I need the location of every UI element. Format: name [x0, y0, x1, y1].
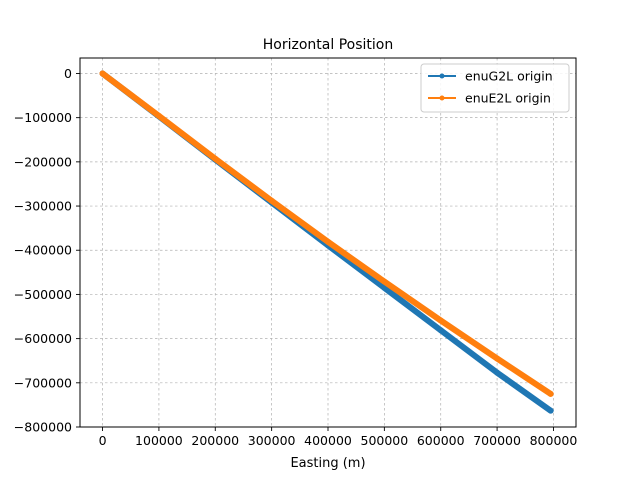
x-tick-label: 600000 — [417, 433, 465, 448]
legend-label-1: enuG2L origin — [465, 69, 553, 84]
series-layer — [99, 70, 554, 414]
series-2-point — [381, 278, 388, 285]
tick-layer: 0 100000 200000 300000 400000 500000 600000 700… — [14, 66, 578, 448]
x-tick-label: 300000 — [248, 433, 296, 448]
y-tick-label: 0 — [64, 66, 72, 81]
grid-layer — [80, 58, 576, 428]
x-tick-label: 400000 — [304, 433, 352, 448]
y-tick-label: −500000 — [14, 287, 72, 302]
series-2-point — [547, 390, 554, 397]
y-tick-label: −200000 — [14, 154, 72, 169]
series-2-point — [268, 197, 275, 204]
y-tick-label: −600000 — [14, 331, 72, 346]
series-2-point — [437, 317, 444, 324]
series-2-point — [99, 70, 106, 77]
x-tick-label: 200000 — [191, 433, 239, 448]
y-tick-label: −400000 — [14, 243, 72, 258]
series-1-point — [494, 369, 501, 376]
series-2-point — [212, 155, 219, 162]
legend-box — [420, 63, 570, 113]
y-tick-label: −700000 — [14, 375, 72, 390]
x-tick-label: 500000 — [361, 433, 409, 448]
y-tick-label: −800000 — [14, 420, 72, 435]
x-axis-label: Easting (m) — [290, 456, 365, 471]
legend: enuG2L origin enuE2L origin — [420, 63, 570, 113]
series-2-point — [494, 355, 501, 362]
series-1-point — [547, 407, 554, 414]
x-tick-label: 100000 — [135, 433, 183, 448]
series-1-point — [381, 284, 388, 291]
legend-marker-2 — [439, 95, 445, 101]
series-2-point — [325, 238, 331, 245]
x-tick-label: 700000 — [473, 433, 521, 448]
y-tick-label: −100000 — [14, 110, 72, 125]
x-tick-label: 0 — [99, 433, 107, 448]
series-2-point — [155, 112, 162, 119]
series-1-point — [437, 327, 444, 334]
legend-label-2: enuE2L origin — [465, 91, 551, 106]
y-tick-label: −300000 — [14, 199, 72, 214]
x-tick-label: 800000 — [530, 433, 578, 448]
chart-title: Horizontal Position — [263, 37, 393, 53]
legend-marker-1 — [439, 73, 445, 79]
